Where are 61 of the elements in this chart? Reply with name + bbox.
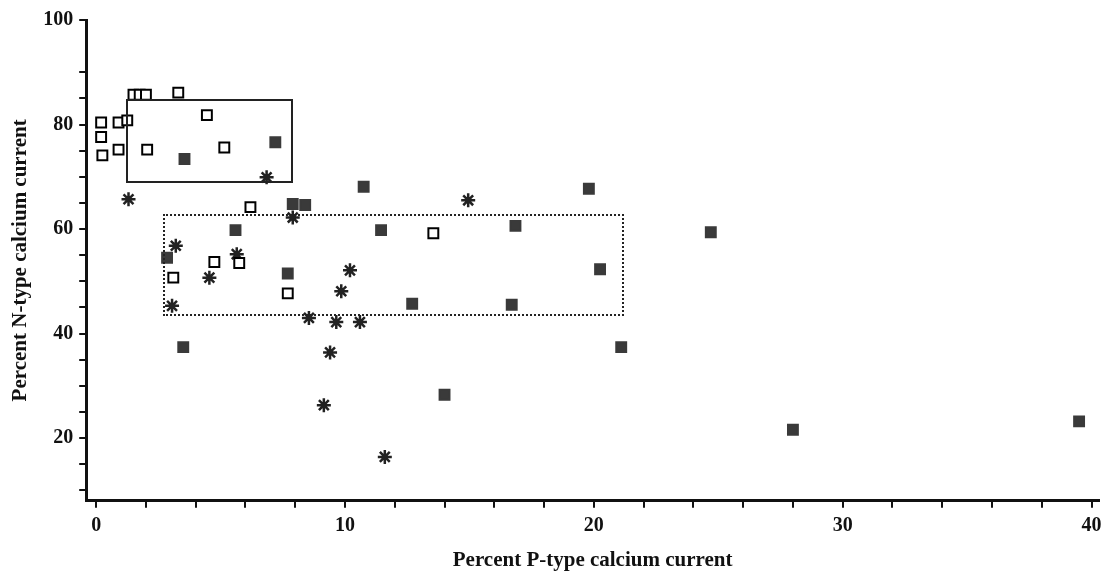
point [438, 388, 451, 401]
point [218, 141, 231, 154]
y-tick-label: 100 [43, 7, 74, 30]
point [200, 109, 213, 122]
y-axis-title: Percent N-type calcium current [7, 119, 32, 402]
point [321, 344, 339, 361]
point [505, 298, 518, 311]
point [376, 448, 394, 466]
point [178, 153, 191, 165]
point [427, 227, 440, 240]
point [357, 180, 370, 193]
point [112, 143, 125, 156]
x-tick-label: 30 [832, 512, 853, 535]
point [244, 201, 257, 214]
point [286, 198, 299, 210]
point [95, 131, 108, 144]
y-tick-label: 20 [53, 425, 74, 448]
point [299, 199, 312, 211]
point [704, 226, 717, 239]
point [284, 209, 301, 226]
point [281, 287, 294, 300]
y-tick-label: 80 [53, 111, 74, 134]
point [177, 341, 190, 354]
point [163, 297, 181, 315]
point [786, 423, 799, 436]
point [351, 313, 369, 331]
point [333, 282, 350, 300]
point [1073, 415, 1086, 428]
point [172, 86, 185, 99]
point [315, 396, 333, 414]
point [269, 136, 282, 149]
point [281, 267, 294, 280]
point [208, 256, 221, 268]
point [582, 182, 595, 195]
x-axis-title: Percent P-type calcium current [452, 546, 733, 571]
point [95, 116, 108, 129]
point [406, 297, 419, 310]
x-tick-label: 40 [1081, 512, 1102, 535]
point [300, 309, 318, 327]
point [328, 313, 345, 331]
point [161, 251, 174, 264]
point [96, 149, 109, 162]
point [233, 257, 246, 269]
x-tick-label: 0 [91, 512, 102, 535]
x-tick-label: 20 [583, 512, 604, 535]
point [258, 169, 275, 186]
point [509, 219, 522, 232]
x-tick-label: 10 [335, 512, 355, 535]
point [459, 192, 477, 209]
point [201, 269, 218, 286]
point [167, 271, 180, 284]
point [141, 143, 154, 156]
point [594, 263, 607, 276]
point [229, 224, 242, 237]
point [341, 262, 359, 279]
y-tick-label: 60 [53, 216, 74, 239]
point [615, 341, 628, 354]
y-tick-label: 40 [53, 320, 74, 343]
point [375, 224, 388, 237]
point [167, 237, 185, 255]
point [120, 191, 137, 208]
